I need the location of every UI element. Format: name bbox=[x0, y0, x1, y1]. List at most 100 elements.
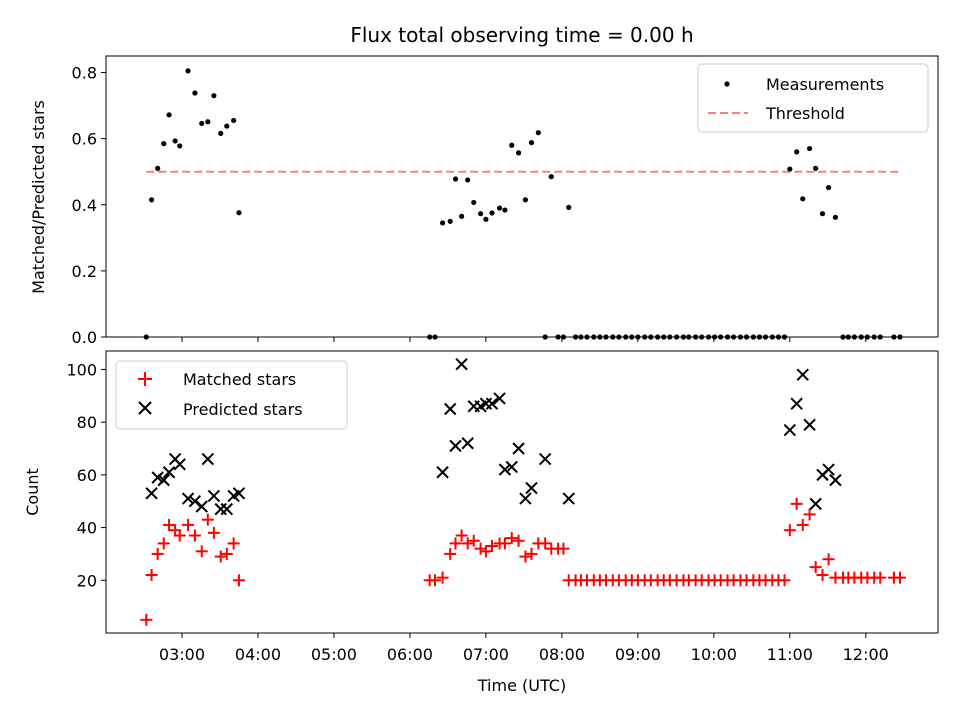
matched-star-point bbox=[809, 561, 822, 574]
legend-measurements-marker bbox=[724, 81, 730, 87]
matched-star-point bbox=[227, 537, 240, 550]
top-legend: Measurements Threshold bbox=[697, 63, 929, 133]
matched-star-point bbox=[822, 553, 835, 566]
x-tick-label: 09:00 bbox=[615, 645, 661, 664]
x-tick-label: 10:00 bbox=[691, 645, 737, 664]
measurement-point bbox=[161, 141, 167, 147]
measurement-point bbox=[509, 142, 515, 148]
x-tick-label: 11:00 bbox=[767, 645, 813, 664]
matched-star-point bbox=[474, 542, 487, 555]
top-y-tick-label: 0.0 bbox=[72, 328, 97, 347]
x-tick-label: 12:00 bbox=[843, 645, 889, 664]
matched-star-point bbox=[479, 545, 492, 558]
matched-star-point bbox=[512, 534, 525, 547]
top-y-tick-label: 0.4 bbox=[72, 196, 97, 215]
measurement-point bbox=[192, 90, 198, 96]
predicted-star-point bbox=[493, 392, 506, 405]
matched-star-point bbox=[796, 518, 809, 531]
predicted-star-point bbox=[829, 473, 842, 487]
matched-star-point bbox=[444, 547, 457, 560]
measurement-point bbox=[447, 218, 453, 224]
measurement-point bbox=[832, 214, 839, 220]
measurement-point bbox=[806, 145, 813, 152]
matched-star-point bbox=[498, 537, 511, 550]
x-tick-label: 06:00 bbox=[387, 645, 433, 664]
measurement-point bbox=[825, 184, 832, 191]
matched-star-point bbox=[429, 574, 442, 587]
matched-star-point bbox=[461, 537, 474, 550]
bottom-panel: 20 40 60 80 100 03:00 04:00 05:00 06:00 07:00 08:… bbox=[23, 350, 939, 695]
measurement-point bbox=[794, 149, 800, 155]
matched-star-point bbox=[485, 540, 498, 553]
measurement-point bbox=[535, 130, 541, 136]
predicted-star-point bbox=[181, 492, 195, 505]
matched-star-point bbox=[145, 569, 158, 582]
chart-title: Flux total observing time = 0.00 h bbox=[350, 23, 693, 47]
matched-star-point bbox=[790, 497, 803, 510]
predicted-star-point bbox=[449, 439, 462, 453]
x-tick-label: 08:00 bbox=[539, 645, 585, 664]
measurement-point bbox=[465, 177, 471, 183]
measurement-point bbox=[522, 197, 529, 203]
measurement-point bbox=[471, 199, 477, 206]
predicted-star-point bbox=[188, 495, 202, 508]
predicted-star-point bbox=[201, 452, 215, 466]
measurement-point bbox=[166, 112, 172, 118]
predicted-star-point bbox=[220, 502, 234, 516]
measurement-point bbox=[211, 93, 217, 99]
matched-star-point bbox=[455, 529, 468, 542]
measurement-point bbox=[566, 204, 572, 211]
measurement-point bbox=[548, 174, 554, 180]
measurement-point bbox=[177, 143, 183, 149]
matched-star-point bbox=[207, 526, 220, 539]
predicted-star-point bbox=[195, 500, 208, 513]
matched-star-point bbox=[188, 529, 201, 542]
top-panel: 0.00.20.40.60.8 Matched/Predicted stars … bbox=[29, 55, 939, 347]
top-y-tick-label: 0.6 bbox=[72, 130, 97, 149]
bottom-y-axis: 20 40 60 80 100 bbox=[66, 360, 106, 590]
predicted-star-point bbox=[145, 487, 158, 500]
measurement-point bbox=[236, 210, 242, 216]
matched-star-point bbox=[894, 571, 907, 584]
predicted-star-point bbox=[436, 466, 449, 479]
matched-star-point bbox=[201, 513, 214, 526]
matched-star-point bbox=[214, 550, 227, 563]
matched-star-point bbox=[140, 613, 153, 626]
top-y-tick-label: 0.8 bbox=[72, 64, 97, 83]
top-y-tick-label: 0.2 bbox=[72, 262, 97, 281]
measurement-point bbox=[483, 216, 489, 222]
measurement-point bbox=[148, 197, 155, 203]
measurement-point bbox=[231, 117, 237, 124]
predicted-star-point bbox=[455, 357, 468, 371]
measurement-point bbox=[458, 213, 465, 219]
top-y-axis-label: Matched/Predicted stars bbox=[29, 100, 48, 294]
measurement-point bbox=[787, 166, 793, 172]
matched-star-point bbox=[539, 537, 552, 550]
predicted-star-point bbox=[525, 481, 538, 495]
measurement-point bbox=[452, 176, 459, 182]
measurement-point bbox=[185, 68, 191, 74]
x-tick-label: 04:00 bbox=[235, 645, 281, 664]
predicted-star-point bbox=[162, 466, 176, 479]
matched-star-point bbox=[232, 574, 245, 587]
bottom-x-axis: 03:00 04:00 05:00 06:00 07:00 08:00 09:00 10:00… bbox=[159, 633, 889, 664]
matched-star-point bbox=[467, 534, 480, 547]
x-tick-label: 05:00 bbox=[311, 645, 357, 664]
predicted-star-point bbox=[505, 460, 518, 474]
measurement-point bbox=[528, 140, 535, 146]
top-x-axis bbox=[181, 337, 867, 342]
measurement-point bbox=[172, 138, 178, 144]
top-y-axis: 0.0 0.2 0.4 0.6 0.8 bbox=[72, 64, 106, 347]
bottom-y-tick-label: 20 bbox=[77, 571, 97, 590]
matched-star-point bbox=[436, 571, 449, 584]
predicted-star-point bbox=[519, 492, 532, 505]
measurement-point bbox=[218, 130, 224, 136]
bottom-y-tick-label: 40 bbox=[77, 519, 97, 538]
predicted-star-point bbox=[538, 452, 552, 466]
legend-measurements-label: Measurements bbox=[766, 75, 884, 94]
legend-threshold-label: Threshold bbox=[765, 104, 845, 123]
predicted-star-point bbox=[157, 473, 170, 487]
predicted-star-point bbox=[783, 423, 797, 437]
predicted-star-point bbox=[461, 437, 474, 450]
